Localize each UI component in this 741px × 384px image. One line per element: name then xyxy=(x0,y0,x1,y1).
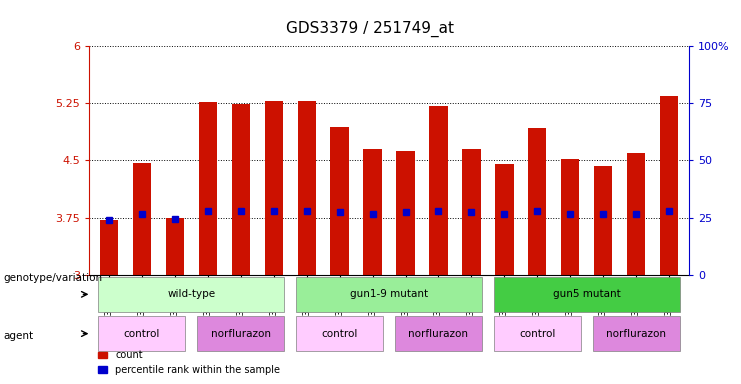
Text: agent: agent xyxy=(4,331,34,341)
Bar xyxy=(396,151,414,275)
FancyBboxPatch shape xyxy=(296,276,482,312)
FancyBboxPatch shape xyxy=(98,316,185,351)
FancyBboxPatch shape xyxy=(593,316,680,351)
Bar xyxy=(462,149,481,275)
Bar xyxy=(265,101,282,275)
Bar xyxy=(660,96,679,275)
Text: norflurazon: norflurazon xyxy=(408,329,468,339)
Bar xyxy=(364,149,382,275)
Text: norflurazon: norflurazon xyxy=(606,329,666,339)
Bar xyxy=(528,128,547,275)
FancyBboxPatch shape xyxy=(494,276,680,312)
Text: wild-type: wild-type xyxy=(167,289,215,300)
Bar xyxy=(562,159,579,275)
Text: control: control xyxy=(322,329,358,339)
Bar xyxy=(165,218,184,275)
Bar xyxy=(594,167,613,275)
Text: norflurazon: norflurazon xyxy=(210,329,270,339)
FancyBboxPatch shape xyxy=(197,316,285,351)
Text: GDS3379 / 251749_at: GDS3379 / 251749_at xyxy=(287,21,454,37)
FancyBboxPatch shape xyxy=(98,276,285,312)
Bar xyxy=(99,220,118,275)
Bar xyxy=(133,163,150,275)
Bar xyxy=(297,101,316,275)
Text: control: control xyxy=(124,329,160,339)
FancyBboxPatch shape xyxy=(395,316,482,351)
Bar xyxy=(330,127,348,275)
Text: genotype/variation: genotype/variation xyxy=(4,273,103,283)
FancyBboxPatch shape xyxy=(494,316,581,351)
Text: control: control xyxy=(519,329,556,339)
Bar xyxy=(199,102,216,275)
Legend: count, percentile rank within the sample: count, percentile rank within the sample xyxy=(94,346,284,379)
Text: gun1-9 mutant: gun1-9 mutant xyxy=(350,289,428,300)
Bar xyxy=(430,106,448,275)
Text: gun5 mutant: gun5 mutant xyxy=(553,289,621,300)
Bar xyxy=(496,164,514,275)
FancyBboxPatch shape xyxy=(296,316,383,351)
Bar xyxy=(628,153,645,275)
Bar xyxy=(231,104,250,275)
